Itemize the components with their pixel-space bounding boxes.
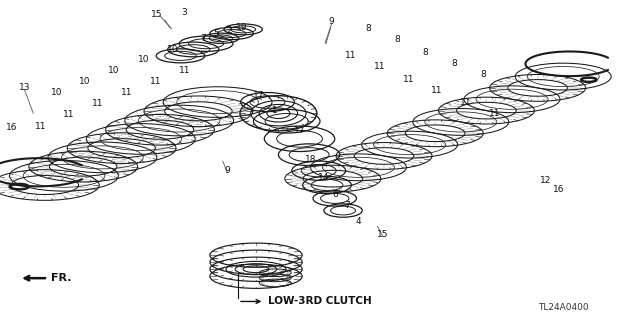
Text: 11: 11 [92, 99, 104, 108]
Text: 11: 11 [431, 86, 443, 95]
Text: 11: 11 [150, 77, 161, 86]
Text: 11: 11 [179, 66, 190, 75]
Text: 6: 6 [333, 190, 338, 199]
Text: 5: 5 [213, 29, 218, 38]
Text: 11: 11 [460, 98, 472, 107]
Text: 11: 11 [489, 109, 500, 118]
Text: 11: 11 [345, 51, 356, 60]
Text: 9: 9 [225, 166, 230, 175]
Text: 17: 17 [253, 91, 265, 100]
Text: 17: 17 [294, 126, 305, 135]
Text: 8: 8 [423, 48, 428, 57]
Text: 16: 16 [553, 185, 564, 194]
Text: 8: 8 [481, 70, 486, 79]
Text: 7: 7 [345, 201, 350, 210]
Text: 8: 8 [394, 35, 399, 44]
Text: 11: 11 [35, 122, 46, 130]
Text: 11: 11 [403, 75, 414, 84]
Text: LOW-3RD CLUTCH: LOW-3RD CLUTCH [268, 296, 371, 307]
Text: 13: 13 [19, 83, 30, 92]
Text: 10: 10 [138, 55, 150, 63]
Text: 19: 19 [236, 23, 247, 32]
Text: 10: 10 [79, 77, 91, 86]
Text: 4: 4 [356, 217, 361, 226]
Text: 8: 8 [452, 59, 457, 68]
Text: 8: 8 [365, 24, 371, 33]
Text: 16: 16 [6, 123, 17, 132]
Text: 15: 15 [377, 230, 388, 239]
Text: TL24A0400: TL24A0400 [538, 303, 588, 312]
Text: 11: 11 [121, 88, 132, 97]
Text: 14: 14 [318, 173, 330, 182]
Text: 10: 10 [108, 66, 120, 75]
Text: 15: 15 [151, 10, 163, 19]
Text: 1: 1 [273, 106, 278, 115]
Text: 10: 10 [167, 45, 179, 54]
Text: 18: 18 [305, 155, 317, 164]
Text: 9: 9 [329, 17, 334, 26]
Text: 11: 11 [374, 63, 385, 71]
Text: 7: 7 [201, 34, 206, 43]
Text: 10: 10 [51, 88, 62, 97]
Text: 11: 11 [63, 110, 75, 119]
Text: 3: 3 [181, 8, 186, 17]
Text: 12: 12 [540, 176, 552, 185]
Text: 2: 2 [227, 26, 232, 35]
Text: FR.: FR. [51, 273, 72, 283]
